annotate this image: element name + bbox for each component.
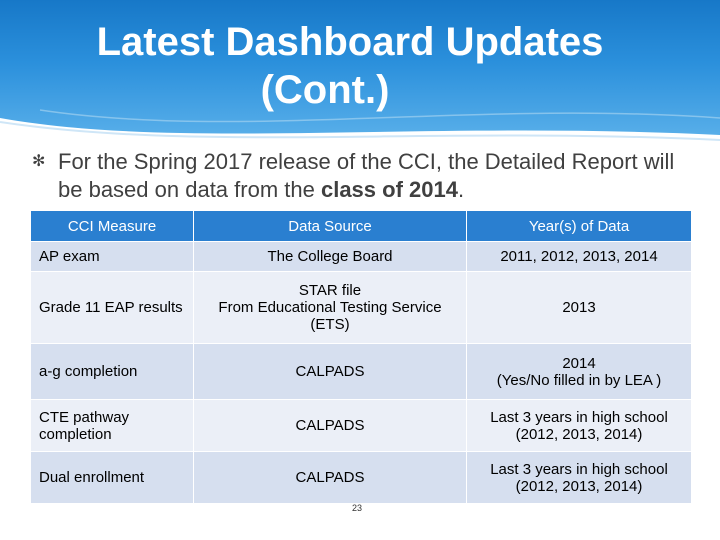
table-row: AP exam The College Board 2011, 2012, 20… (30, 241, 692, 272)
cell-years: Last 3 years in high school (2012, 2013,… (466, 451, 692, 504)
cell-source: CALPADS (193, 399, 467, 452)
cell-years: 2014 (Yes/No filled in by LEA ) (466, 343, 692, 400)
slide-title: Latest Dashboard Updates (Cont.) (0, 18, 720, 114)
cell-source: CALPADS (193, 343, 467, 400)
cci-measures-table: CCI Measure Data Source Year(s) of Data … (30, 210, 692, 504)
cell-measure: a-g completion (30, 343, 194, 400)
banner-decoration (0, 109, 720, 160)
title-line-1: Latest Dashboard Updates (96, 20, 604, 64)
cell-years: 2011, 2012, 2013, 2014 (466, 241, 692, 272)
bullet-point: ✻ For the Spring 2017 release of the CCI… (32, 148, 692, 204)
cell-measure: Dual enrollment (30, 451, 194, 504)
cell-source: STAR file From Educational Testing Servi… (193, 271, 467, 344)
header-years-of-data: Year(s) of Data (466, 210, 692, 242)
cell-years: 2013 (466, 271, 692, 344)
cell-measure: Grade 11 EAP results (30, 271, 194, 344)
title-banner (0, 0, 720, 140)
cell-measure: CTE pathway completion (30, 399, 194, 452)
table-row: CTE pathway completion CALPADS Last 3 ye… (30, 399, 692, 452)
bullet-text-end: . (457, 177, 465, 202)
table-row: Grade 11 EAP results STAR file From Educ… (30, 271, 692, 344)
header-data-source: Data Source (193, 210, 467, 242)
table-row: Dual enrollment CALPADS Last 3 years in … (30, 451, 692, 504)
bullet-text: For the Spring 2017 release of the CCI, … (58, 148, 692, 204)
asterisk-bullet-icon: ✻ (32, 153, 46, 170)
table-row: a-g completion CALPADS 2014 (Yes/No fill… (30, 343, 692, 400)
cell-source: The College Board (193, 241, 467, 272)
bullet-text-bold: class of 2014 (320, 177, 458, 202)
cell-years: Last 3 years in high school (2012, 2013,… (466, 399, 692, 452)
title-line-2: (Cont.) (260, 68, 390, 112)
cell-source: CALPADS (193, 451, 467, 504)
table-header-row: CCI Measure Data Source Year(s) of Data (30, 210, 692, 242)
bullet-text-main: For the Spring 2017 release of the CCI, … (58, 149, 675, 202)
header-cci-measure: CCI Measure (30, 210, 194, 242)
page-number: 23 (352, 503, 363, 513)
cell-measure: AP exam (30, 241, 194, 272)
